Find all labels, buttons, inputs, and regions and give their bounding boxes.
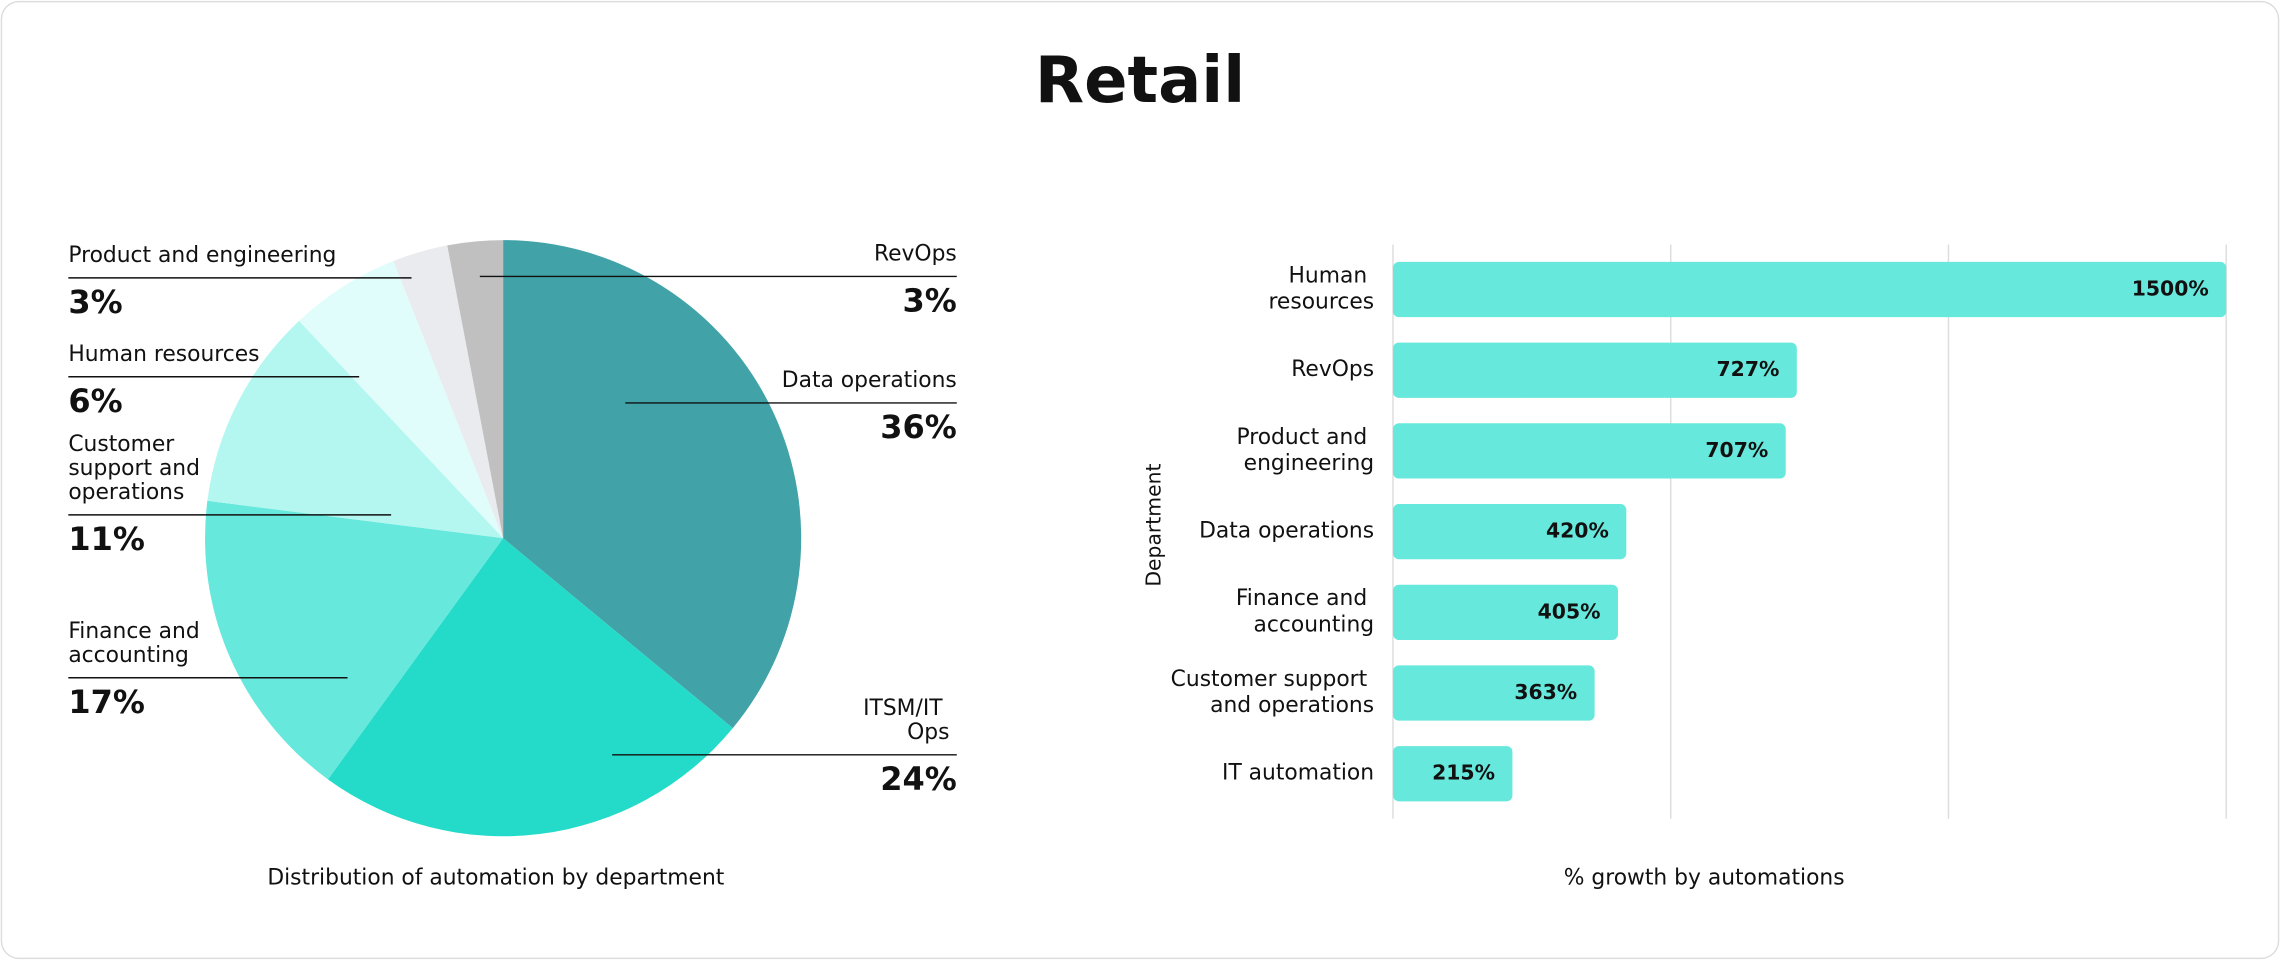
- bar-value: 215%: [1432, 761, 1495, 785]
- slice-label: ITSM/IT Ops: [863, 696, 949, 745]
- slice-label: Finance and accounting: [68, 619, 206, 668]
- pie-caption: Distribution of automation by department: [267, 865, 724, 890]
- y-tick-label: Data operations: [1199, 519, 1374, 544]
- pie-slice: [205, 500, 504, 780]
- slice-value: 24%: [880, 760, 957, 798]
- slice-label: Customer support and operations: [68, 432, 207, 505]
- bar-value: 363%: [1514, 680, 1577, 704]
- bar-value: 405%: [1538, 599, 1601, 623]
- pie-slice: [447, 240, 504, 539]
- pie-slice: [393, 245, 504, 539]
- bar: [1393, 423, 1786, 479]
- bar-value: 1500%: [2132, 277, 2209, 301]
- slice-label: Data operations: [782, 368, 957, 393]
- y-tick-label: Customer support and operations: [1171, 667, 1374, 718]
- bar-value: 727%: [1717, 357, 1780, 381]
- pie-slice: [327, 538, 733, 837]
- bar: [1393, 584, 1618, 640]
- bar: [1393, 342, 1797, 398]
- pie-slice: [299, 261, 504, 539]
- slice-label: Product and engineering: [68, 243, 336, 268]
- y-tick-label: Finance and accounting: [1236, 586, 1374, 637]
- slice-value: 11%: [68, 520, 145, 558]
- y-tick-label: RevOps: [1291, 357, 1374, 382]
- bar: [1393, 746, 1513, 802]
- bar-value: 707%: [1705, 438, 1768, 462]
- bar-value: 420%: [1546, 519, 1609, 543]
- bar: [1393, 503, 1627, 560]
- bar: [1393, 665, 1595, 721]
- pie-slice: [207, 320, 504, 539]
- y-tick-label: Product and engineering: [1236, 425, 1374, 476]
- bar: [1393, 261, 2227, 318]
- y-tick-label: Human resources: [1268, 263, 1374, 314]
- pie-slice: [503, 240, 802, 729]
- slice-label: Human resources: [68, 342, 259, 367]
- slice-value: 17%: [68, 683, 145, 721]
- slice-value: 3%: [903, 282, 957, 320]
- slice-value: 6%: [68, 382, 122, 420]
- y-tick-label: IT automation: [1222, 761, 1374, 786]
- page-title: Retail: [1035, 44, 1245, 118]
- slice-label: RevOps: [874, 242, 957, 267]
- y-axis-label: Department: [1142, 464, 1166, 587]
- x-axis-label: % growth by automations: [1564, 865, 1845, 890]
- slice-value: 36%: [880, 408, 957, 446]
- slice-value: 3%: [68, 283, 122, 321]
